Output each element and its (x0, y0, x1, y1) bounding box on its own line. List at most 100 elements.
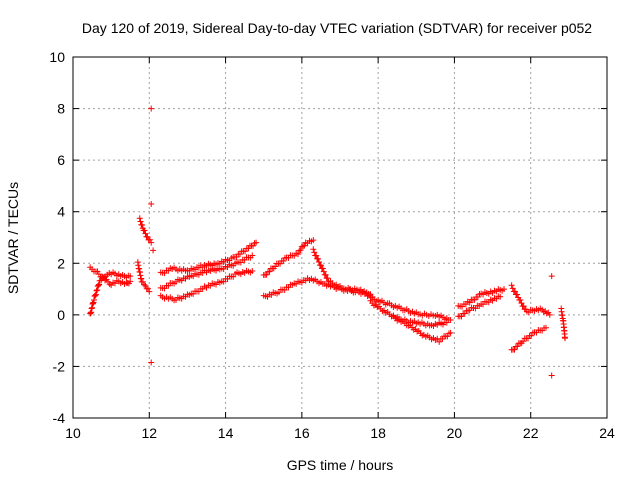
data-point (90, 296, 97, 303)
series-trace-d (134, 259, 153, 295)
data-point (316, 258, 323, 265)
x-tick-label: 18 (370, 425, 386, 441)
series-trace-f (157, 252, 256, 292)
y-tick-label: 0 (57, 307, 65, 323)
series-trace-j (310, 246, 454, 324)
data-point (315, 255, 322, 262)
data-point (443, 319, 450, 326)
data-point (142, 282, 149, 289)
data-marks (87, 105, 569, 379)
data-point (509, 285, 516, 292)
series-trace-n (455, 293, 504, 320)
series-trace-q (558, 305, 569, 342)
data-point (497, 293, 504, 300)
y-tick-label: 4 (57, 204, 65, 220)
x-tick-label: 20 (447, 425, 463, 441)
data-point (145, 285, 152, 292)
data-point (447, 329, 454, 336)
data-point (146, 288, 153, 295)
data-point (93, 287, 100, 294)
data-point (148, 359, 155, 366)
data-point (148, 239, 155, 246)
data-point (520, 303, 527, 310)
data-point (301, 242, 308, 249)
y-tick-label: -4 (53, 410, 66, 426)
series-trace-g (157, 267, 256, 304)
data-point (266, 268, 273, 275)
data-point (295, 251, 302, 258)
series-trace-l (390, 313, 454, 345)
data-point (95, 282, 102, 289)
data-point (511, 346, 518, 353)
data-point (548, 273, 555, 280)
x-tick-label: 12 (141, 425, 157, 441)
data-point (144, 233, 151, 240)
data-point (317, 262, 324, 269)
data-point (508, 282, 515, 289)
series-trace-p (508, 324, 549, 353)
y-tick-label: 2 (57, 255, 65, 271)
data-point (137, 218, 144, 225)
x-tick-label: 14 (218, 425, 234, 441)
data-point (92, 291, 99, 298)
data-point (296, 247, 303, 254)
data-point (562, 335, 569, 342)
data-point (150, 247, 157, 254)
x-tick-label: 22 (523, 425, 539, 441)
data-point (511, 288, 518, 295)
data-point (319, 265, 326, 272)
data-point (127, 273, 134, 280)
data-point (310, 237, 317, 244)
data-point (127, 278, 134, 285)
data-point (139, 278, 146, 285)
data-point (313, 252, 320, 259)
grid (73, 57, 607, 418)
data-point (447, 317, 454, 324)
series-trace-o (508, 282, 553, 318)
x-tick-label: 10 (65, 425, 81, 441)
data-point (148, 105, 155, 112)
data-point (249, 268, 256, 275)
data-point (146, 236, 153, 243)
data-point (94, 268, 101, 275)
data-point (311, 249, 318, 256)
data-point (514, 343, 521, 350)
chart-title: Day 120 of 2019, Sidereal Day-to-day VTE… (82, 20, 592, 36)
series-trace-m (455, 286, 508, 310)
y-axis-label: SDTVAR / TECUs (5, 182, 21, 294)
data-point (94, 286, 101, 293)
data-point (518, 300, 525, 307)
series-trace-h (260, 237, 317, 278)
data-point (514, 291, 521, 298)
y-tick-label: -2 (53, 358, 66, 374)
y-tick-label: 6 (57, 152, 65, 168)
data-point (300, 243, 307, 250)
data-point (148, 200, 155, 207)
y-tick-label: 10 (49, 49, 65, 65)
data-point (142, 230, 149, 237)
data-point (548, 372, 555, 379)
data-point (96, 281, 103, 288)
series-trace-c (136, 215, 155, 246)
data-point (139, 222, 146, 229)
data-point (249, 252, 256, 259)
series-trace-a (87, 269, 134, 317)
data-point (253, 239, 260, 246)
x-tick-label: 24 (599, 425, 615, 441)
data-point (263, 271, 270, 278)
data-point (322, 271, 329, 278)
data-point (298, 243, 305, 250)
y-tick-label: 8 (57, 101, 65, 117)
plot-frame (72, 56, 608, 419)
x-axis-label: GPS time / hours (287, 457, 394, 473)
data-point (141, 227, 148, 234)
series-outliers (148, 105, 555, 379)
data-point (542, 324, 549, 331)
series-trace-b (87, 264, 134, 289)
data-point (501, 286, 508, 293)
data-point (297, 247, 304, 254)
data-point (517, 297, 524, 304)
data-point (324, 275, 331, 282)
